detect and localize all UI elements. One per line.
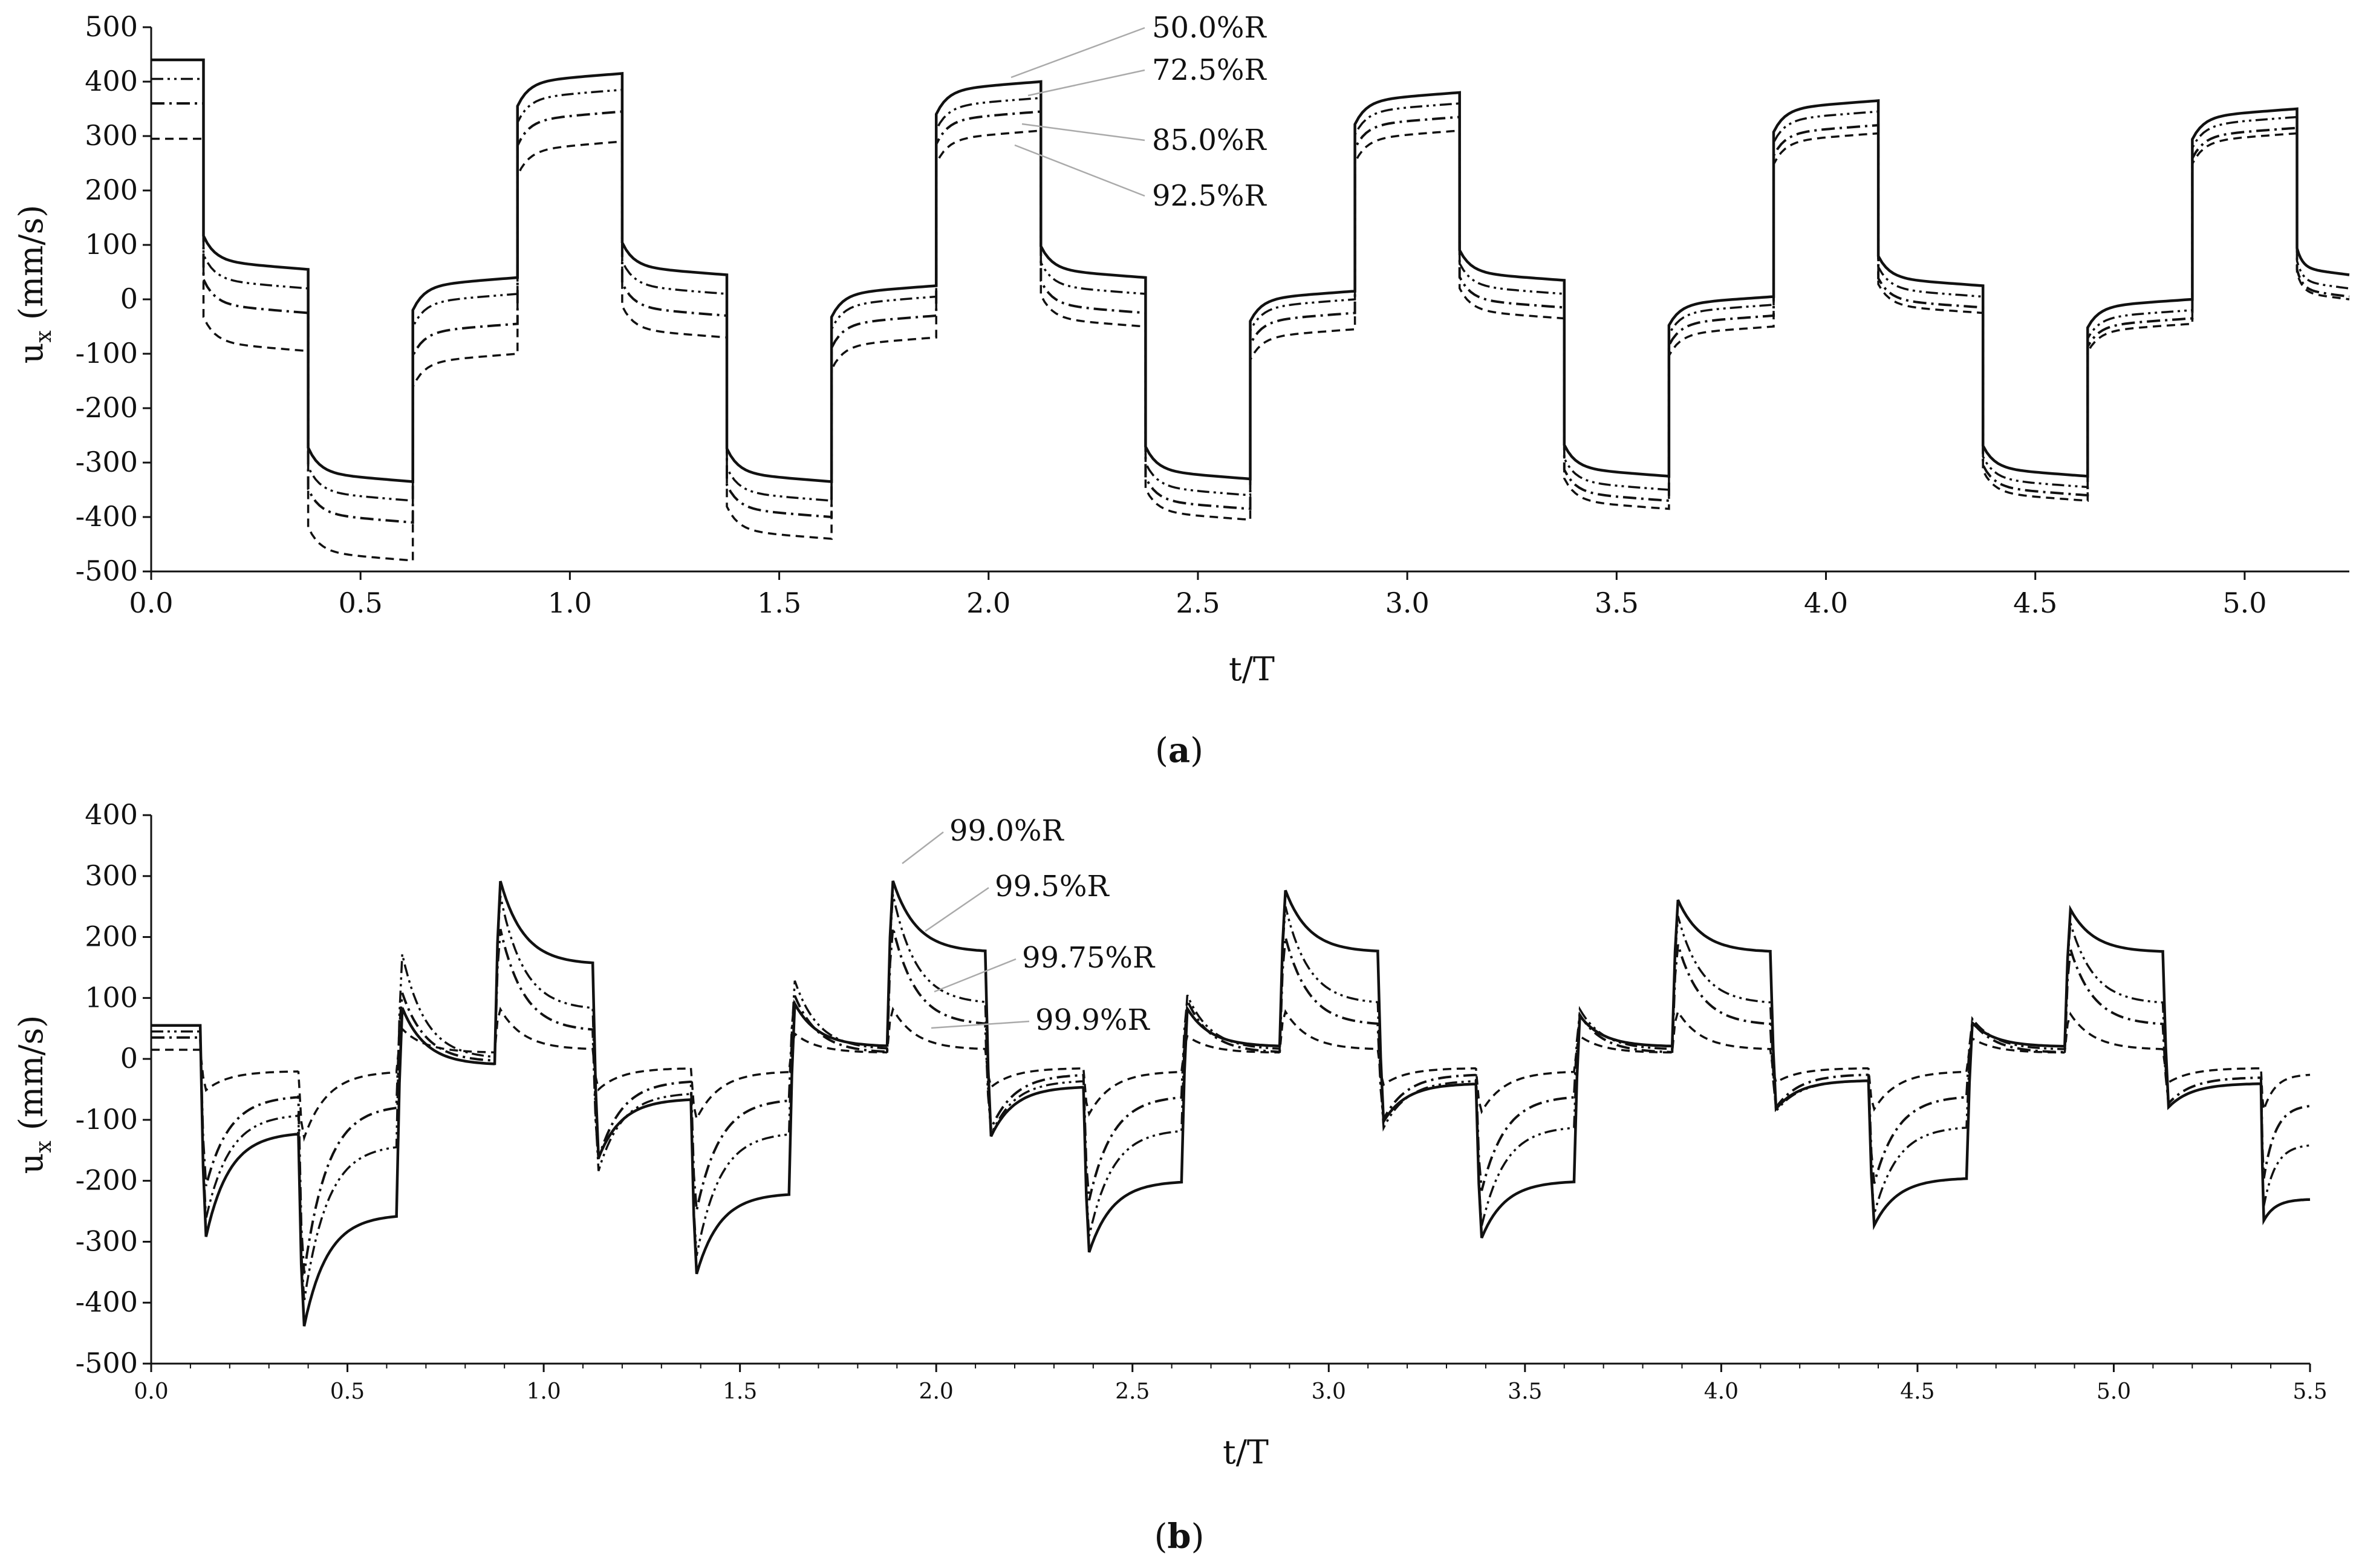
panel-b-x-tick-label: 4.0 (1704, 1379, 1739, 1404)
panel-a-series-line-4 (151, 129, 2350, 562)
panel-a-y-tick-label: 100 (85, 228, 138, 261)
panel-a-x-tick-label: 5.0 (2222, 587, 2266, 619)
panel-b-legend-leader (902, 831, 944, 864)
panel-b-x-tick-label: 3.0 (1312, 1379, 1346, 1404)
panel-b-y-tick-label: 200 (85, 920, 138, 953)
panel-b-y-tick-label: 0 (120, 1042, 138, 1075)
panel-a-caption: (a) (1155, 730, 1203, 770)
panel-a-y-tick-label: -400 (76, 500, 138, 533)
panel-a-y-tick-label: 500 (85, 10, 138, 43)
panel-a-y-tick-label: 200 (85, 174, 138, 206)
panel-b-legend-label: 99.9%R (1035, 1003, 1150, 1037)
panel-b-legend-leader (925, 886, 989, 932)
panel-a-legend-label: 50.0%R (1152, 11, 1267, 45)
panel-b-x-tick-label: 3.5 (1508, 1379, 1542, 1404)
panel-b-x-tick-label: 1.5 (723, 1379, 757, 1404)
panel-a-legend-leader (1027, 69, 1145, 97)
panel-b-y-tick-label: 400 (85, 798, 138, 831)
panel-a-y-tick-label: -300 (76, 446, 138, 478)
panel-b-x-tick-label: 2.0 (919, 1379, 954, 1404)
panel-a-y-axis-label: ux (mm/s) (12, 205, 56, 364)
panel-a-legend-label: 85.0%R (1152, 123, 1267, 157)
panel-a-y-tick-label: 300 (85, 119, 138, 152)
panel-a-x-tick-label: 0.5 (339, 587, 383, 619)
panel-a-x-axis-label: t/T (1229, 650, 1275, 688)
panel-b-legend-label: 99.75%R (1022, 941, 1156, 975)
panel-a-series-line-2 (151, 77, 2350, 502)
panel-b-x-tick-label: 0.5 (330, 1379, 365, 1404)
panel-b-x-tick-label: 5.0 (2097, 1379, 2131, 1404)
panel-b-legend-label: 99.5%R (995, 870, 1110, 903)
panel-a-series-line-3 (151, 102, 2350, 524)
panel-a-x-tick-label: 4.5 (2013, 587, 2057, 619)
panel-b-legend-label: 99.0%R (949, 814, 1064, 848)
panel-a-x-tick-label: 1.0 (548, 587, 592, 619)
panel-a-y-tick-label: -200 (76, 391, 138, 424)
panel-b-y-tick-label: -100 (76, 1103, 138, 1136)
panel-a-legend-leader (1010, 27, 1145, 79)
panel-a-x-tick-label: 1.5 (757, 587, 801, 619)
panel-b-series-line-2 (151, 894, 2311, 1302)
panel-b-x-tick-label: 1.0 (526, 1379, 561, 1404)
panel-a-y-tick-label: -100 (76, 337, 138, 369)
panel-a-x-tick-label: 2.5 (1176, 587, 1220, 619)
panel-b-caption: (b) (1154, 1517, 1205, 1557)
panel-a-x-tick-label: 4.0 (1804, 587, 1848, 619)
panel-b-x-tick-label: 4.5 (1900, 1379, 1934, 1404)
panel-a-x-tick-label: 3.5 (1595, 587, 1639, 619)
panel-a-x-tick-label: 3.0 (1385, 587, 1430, 619)
panel-b-y-tick-label: -200 (76, 1164, 138, 1197)
panel-b-x-axis-label: t/T (1223, 1433, 1269, 1471)
panel-b-series-line-3 (151, 927, 2311, 1274)
panel-a-y-tick-label: 400 (85, 65, 138, 97)
panel-a-x-tick-label: 2.0 (966, 587, 1010, 619)
panel-a-legend-leader (1014, 144, 1145, 197)
panel-a-x-tick-label: 0.0 (129, 587, 173, 619)
panel-b-x-tick-label: 0.0 (134, 1379, 168, 1404)
panel-b-legend-leader (934, 958, 1017, 993)
panel-b-series-line-1 (151, 880, 2311, 1327)
panel-b-y-tick-label: -500 (76, 1347, 138, 1379)
panel-a-y-tick-label: -500 (76, 555, 138, 587)
panel-b-x-tick-label: 2.5 (1115, 1379, 1150, 1404)
panel-b-x-tick-label: 5.5 (2292, 1379, 2327, 1404)
panel-a-legend-label: 92.5%R (1152, 179, 1267, 213)
panel-b-y-axis-label: ux (mm/s) (12, 1015, 56, 1174)
panel-b-y-tick-label: -400 (76, 1286, 138, 1318)
panel-a-legend-leader (1021, 123, 1145, 142)
panel-b-y-tick-label: 100 (85, 981, 138, 1013)
panel-a-y-tick-label: 0 (120, 282, 138, 315)
panel-b-series-line-4 (151, 1006, 2311, 1142)
panel-a-legend-label: 72.5%R (1152, 53, 1267, 87)
panel-b-legend-leader (931, 1020, 1030, 1029)
panel-b-y-tick-label: 300 (85, 859, 138, 892)
panel-b-y-tick-label: -300 (76, 1225, 138, 1257)
